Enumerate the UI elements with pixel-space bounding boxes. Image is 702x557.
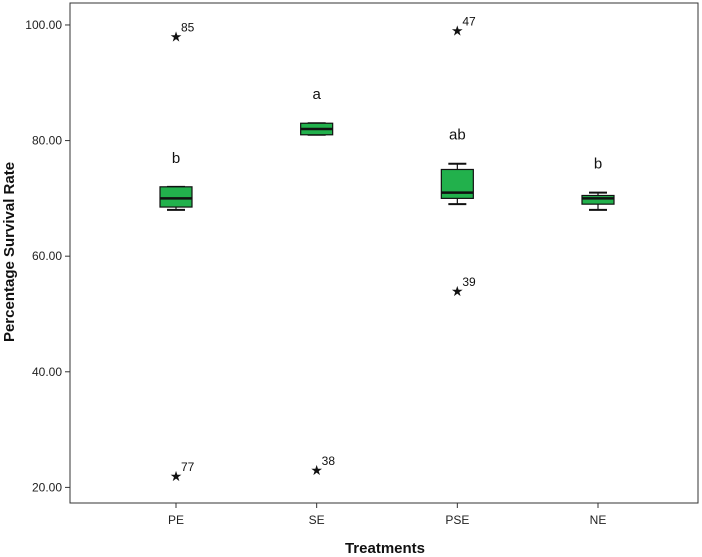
outlier-point: ★ bbox=[451, 24, 464, 40]
significance-letter: b bbox=[172, 150, 180, 167]
x-tick-label: SE bbox=[309, 513, 325, 527]
x-axis: PE SE PSE NE bbox=[168, 503, 606, 527]
outlier-label: 77 bbox=[181, 460, 195, 474]
outlier-point: ★ bbox=[170, 30, 183, 46]
box-group-pse: ab★47★39 bbox=[440, 15, 476, 300]
x-axis-title: Treatments bbox=[345, 540, 425, 557]
y-axis-title: Percentage Survival Rate bbox=[1, 162, 18, 342]
outlier-point: ★ bbox=[451, 284, 464, 300]
outlier-label: 85 bbox=[181, 21, 195, 35]
box bbox=[440, 168, 474, 199]
outlier-label: 47 bbox=[462, 15, 476, 29]
significance-letter: a bbox=[312, 86, 321, 103]
significance-letter: ab bbox=[449, 127, 466, 144]
box bbox=[581, 194, 615, 205]
outlier-point: ★ bbox=[170, 469, 183, 485]
box-group-pe: b★85★77 bbox=[159, 21, 195, 485]
x-tick-label: PE bbox=[168, 513, 184, 527]
outlier-point: ★ bbox=[310, 463, 323, 479]
outlier-label: 38 bbox=[322, 454, 336, 468]
y-tick-label: 40.00 bbox=[32, 365, 62, 379]
x-tick-label: NE bbox=[590, 513, 607, 527]
outlier-label: 39 bbox=[462, 275, 476, 289]
plot-frame bbox=[69, 2, 699, 504]
y-tick-label: 20.00 bbox=[32, 480, 62, 494]
box-group-ne: b bbox=[581, 156, 615, 211]
box-group-se: a ★38 bbox=[300, 86, 336, 479]
y-tick-label: 100.00 bbox=[25, 18, 62, 32]
x-tick-label: PSE bbox=[445, 513, 469, 527]
y-axis: 20.00 40.00 60.00 80.00 100.00 bbox=[25, 18, 70, 494]
y-tick-label: 80.00 bbox=[32, 134, 62, 148]
box bbox=[159, 186, 193, 208]
y-tick-label: 60.00 bbox=[32, 249, 62, 263]
significance-letter: b bbox=[594, 156, 602, 173]
